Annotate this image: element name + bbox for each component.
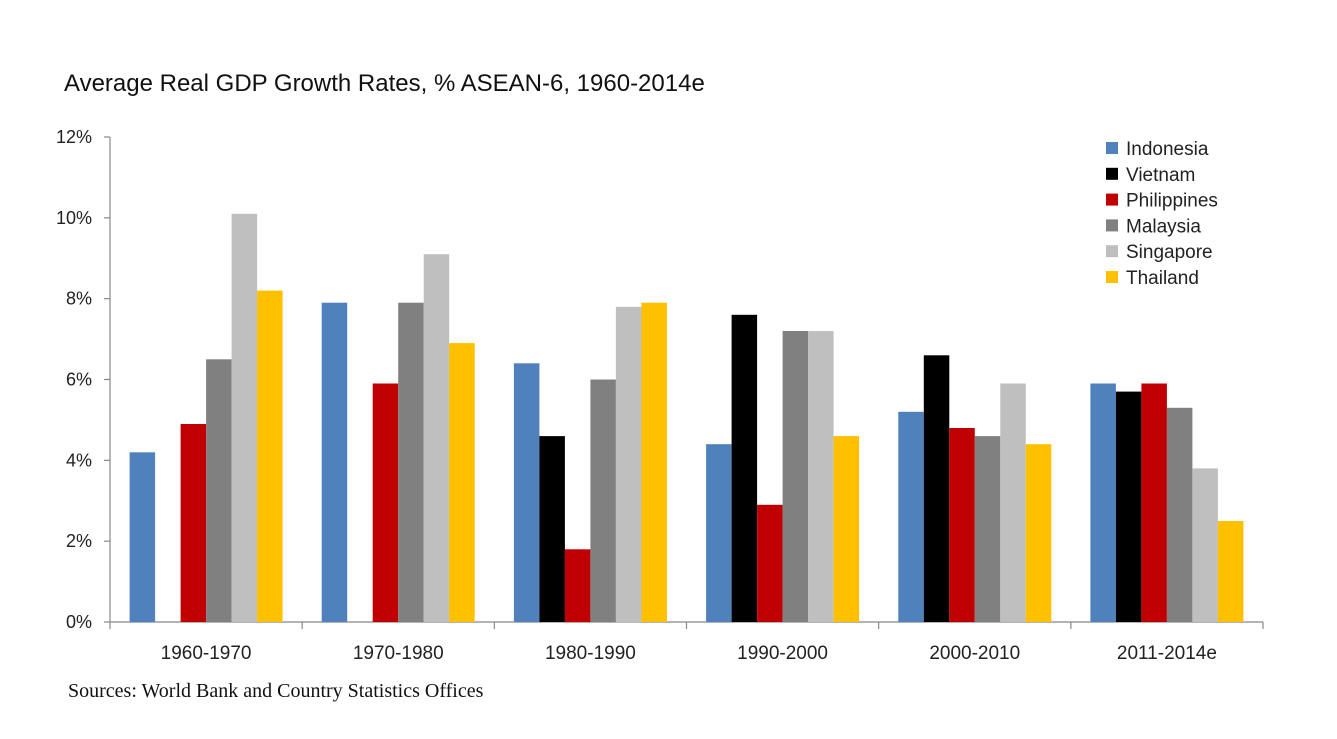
y-tick-label: 2% bbox=[66, 531, 92, 551]
chart-title: Average Real GDP Growth Rates, % ASEAN-6… bbox=[64, 70, 705, 97]
bar-indonesia-1980-1990 bbox=[513, 363, 540, 622]
bar-indonesia-2011-2014e bbox=[1090, 383, 1116, 622]
legend-label-singapore: Singapore bbox=[1126, 242, 1213, 263]
bars bbox=[129, 213, 1244, 623]
bar-singapore-1990-2000 bbox=[808, 331, 834, 622]
y-tick-label: 12% bbox=[56, 127, 92, 147]
legend-swatch-malaysia bbox=[1106, 219, 1118, 232]
bar-indonesia-1990-2000 bbox=[706, 444, 732, 622]
bar-indonesia-1960-1970 bbox=[129, 452, 156, 623]
bar-malaysia-1980-1990 bbox=[590, 379, 616, 622]
bar-vietnam-2000-2010 bbox=[923, 355, 950, 622]
bar-philippines-1960-1970 bbox=[180, 424, 207, 622]
y-tick-label: 10% bbox=[56, 208, 92, 228]
x-category-label: 2000-2010 bbox=[929, 643, 1020, 664]
bar-malaysia-1990-2000 bbox=[782, 331, 809, 622]
x-category-label: 1990-2000 bbox=[737, 643, 828, 664]
bar-singapore-2011-2014e bbox=[1192, 468, 1218, 622]
y-axis: 0% 2% 4% 6% 8% 10% 12% bbox=[56, 127, 111, 632]
bar-malaysia-2011-2014e bbox=[1166, 407, 1193, 622]
bar-philippines-1980-1990 bbox=[564, 549, 591, 623]
legend-label-philippines: Philippines bbox=[1126, 191, 1218, 212]
bar-thailand-1960-1970 bbox=[257, 290, 283, 622]
bar-thailand-1990-2000 bbox=[833, 436, 860, 622]
bar-malaysia-1960-1970 bbox=[206, 359, 232, 622]
bar-malaysia-1970-1980 bbox=[398, 302, 424, 622]
legend-swatch-philippines bbox=[1106, 193, 1118, 206]
y-tick-label: 6% bbox=[66, 370, 92, 390]
bar-vietnam-2011-2014e bbox=[1115, 391, 1142, 622]
legend-swatch-thailand bbox=[1106, 271, 1118, 283]
bar-malaysia-2000-2010 bbox=[974, 436, 1001, 622]
bar-vietnam-1990-2000 bbox=[731, 314, 758, 622]
bar-singapore-1970-1980 bbox=[423, 254, 450, 622]
x-category-label: 1970-1980 bbox=[353, 643, 444, 664]
legend-swatch-singapore bbox=[1106, 245, 1118, 258]
y-tick-label: 4% bbox=[66, 450, 92, 470]
bar-philippines-1990-2000 bbox=[757, 504, 783, 622]
bar-thailand-2000-2010 bbox=[1025, 444, 1052, 622]
y-tick-label: 0% bbox=[66, 612, 92, 632]
bar-philippines-2011-2014e bbox=[1141, 383, 1167, 622]
bar-singapore-1960-1970 bbox=[231, 213, 258, 623]
legend-label-vietnam: Vietnam bbox=[1126, 165, 1195, 186]
bar-thailand-1980-1990 bbox=[641, 302, 667, 622]
bar-philippines-2000-2010 bbox=[949, 428, 975, 622]
legend-swatch-vietnam bbox=[1106, 167, 1118, 180]
x-category-label: 2011-2014e bbox=[1117, 643, 1217, 664]
x-axis: 1960-1970 1970-1980 1980-1990 1990-2000 2000… bbox=[109, 621, 1264, 664]
legend-swatch-indonesia bbox=[1106, 142, 1118, 154]
bar-singapore-2000-2010 bbox=[1000, 383, 1026, 622]
legend-label-malaysia: Malaysia bbox=[1126, 216, 1201, 237]
source-note: Sources: World Bank and Country Statisti… bbox=[68, 680, 484, 702]
bar-thailand-2011-2014e bbox=[1217, 521, 1244, 622]
legend: Indonesia Vietnam Philippines Malaysia Singa… bbox=[1106, 139, 1218, 289]
x-category-label: 1980-1990 bbox=[545, 643, 636, 664]
bar-indonesia-2000-2010 bbox=[898, 411, 924, 622]
y-tick-label: 8% bbox=[66, 289, 92, 309]
bar-thailand-1970-1980 bbox=[449, 343, 475, 622]
bar-philippines-1970-1980 bbox=[372, 383, 399, 622]
bar-singapore-1980-1990 bbox=[615, 306, 642, 623]
legend-label-thailand: Thailand bbox=[1126, 268, 1199, 289]
x-category-label: 1960-1970 bbox=[161, 643, 252, 664]
bar-indonesia-1970-1980 bbox=[321, 302, 348, 622]
legend-label-indonesia: Indonesia bbox=[1126, 139, 1209, 160]
bar-vietnam-1980-1990 bbox=[539, 436, 565, 622]
